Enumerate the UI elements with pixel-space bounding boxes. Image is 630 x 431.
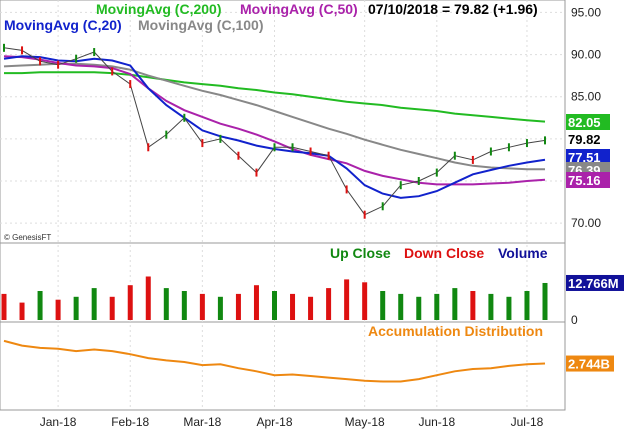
volume-bar-25 (452, 288, 458, 320)
volume-bar-20 (362, 282, 368, 320)
tag-ma200-text: 82.05 (568, 115, 601, 130)
volume-bar-24 (434, 293, 440, 320)
tag-ma20-box (566, 149, 610, 165)
grid-lines (0, 0, 565, 410)
tag-ma200-box (566, 114, 610, 130)
legend-ma100: MovingAvg (C,100) (138, 17, 264, 33)
xtick-5: Jun-18 (418, 415, 455, 429)
volume-bar-13 (235, 293, 241, 320)
xtick-6: Jul-18 (511, 415, 544, 429)
volume-bar-12 (217, 296, 223, 320)
legend-ma200: MovingAvg (C,200) (96, 1, 222, 17)
volume-bar-5 (91, 288, 97, 320)
xtick-1: Feb-18 (111, 415, 149, 429)
volume-bar-1 (19, 302, 25, 320)
legend-down-close: Down Close (404, 245, 484, 261)
volume-bar-6 (109, 296, 115, 320)
price-series (3, 43, 546, 219)
ytick-price-2: 85.00 (571, 90, 601, 104)
volume-bar-7 (127, 285, 133, 320)
watermark: © GenesisFT (4, 233, 51, 242)
volume-bar-18 (326, 288, 332, 320)
tag-accum-box (566, 355, 614, 372)
xtick-3: Apr-18 (256, 415, 292, 429)
tag-volume-box (566, 274, 624, 291)
accum-panel-frame (0, 321, 566, 411)
volume-bar-10 (181, 291, 187, 320)
ytick-price-1: 90.00 (571, 48, 601, 62)
volume-bar-17 (308, 296, 314, 320)
line-ma100 (3, 62, 546, 171)
volume-bars (1, 276, 548, 320)
volume-bar-26 (470, 291, 476, 320)
legend-ma50: MovingAvg (C,50) (240, 1, 358, 17)
tag-accum-text: 2.744B (568, 357, 610, 372)
volume-bar-16 (290, 293, 296, 320)
volume-bar-4 (73, 296, 79, 320)
accum-title: Accumulation Distribution (368, 323, 543, 339)
volume-bar-9 (163, 288, 169, 320)
volume-bar-29 (524, 291, 530, 320)
volume-bar-0 (1, 293, 7, 320)
tag-close-text: 79.82 (568, 132, 601, 147)
volume-bar-3 (55, 299, 61, 320)
ytick-volume-0: 0 (571, 313, 578, 327)
price-panel-frame (0, 0, 566, 244)
accum-line-path (3, 339, 546, 383)
volume-bar-2 (37, 291, 43, 320)
legend-volume: Volume (498, 245, 548, 261)
tag-ma50-box (566, 172, 610, 188)
volume-bar-8 (145, 276, 151, 320)
legend-quote: 07/10/2018 = 79.82 (+1.96) (368, 1, 538, 17)
ytick-price-5: 70.00 (571, 216, 601, 230)
xtick-2: Mar-18 (183, 415, 221, 429)
ytick-price-0: 95.00 (571, 5, 601, 19)
volume-bar-30 (542, 282, 548, 320)
volume-bar-27 (488, 293, 494, 320)
volume-bar-22 (398, 293, 404, 320)
tag-volume-text: 12.766M (568, 276, 619, 291)
volume-bar-15 (272, 291, 277, 320)
volume-bar-28 (506, 296, 512, 320)
volume-bar-11 (199, 293, 205, 320)
legend-up-close: Up Close (330, 245, 391, 261)
volume-bar-21 (380, 291, 386, 320)
tag-close-box (566, 131, 610, 147)
line-ma50 (3, 55, 546, 186)
volume-bar-23 (416, 296, 422, 320)
accum-line (3, 339, 546, 383)
tag-ma50-text: 75.16 (568, 173, 601, 188)
tag-ma20-text: 77.51 (568, 150, 601, 165)
volume-bar-19 (344, 279, 350, 320)
line-ma200 (4, 71, 546, 123)
volume-bar-14 (253, 285, 259, 320)
xtick-4: May-18 (345, 415, 385, 429)
xtick-0: Jan-18 (40, 415, 77, 429)
legend-ma20: MovingAvg (C,20) (4, 17, 122, 33)
